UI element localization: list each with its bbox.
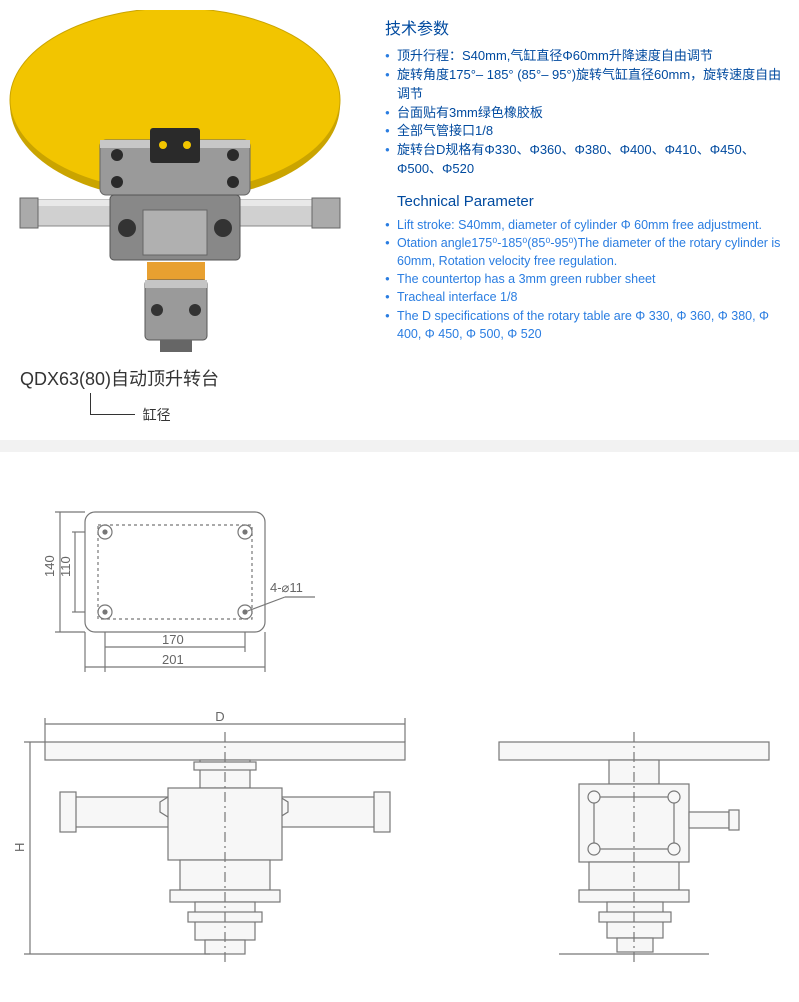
product-caption: 缸径 [143, 407, 171, 423]
dim-w-inner: 170 [162, 632, 184, 647]
caption-bracket [90, 393, 135, 415]
front-view-drawing: D H [10, 712, 430, 982]
dim-hole: 4-⌀11 [270, 580, 303, 595]
spec-item: 全部气管接口1/8 [385, 122, 794, 141]
spec-title-en: Technical Parameter [397, 193, 794, 210]
spec-item: The D specifications of the rotary table… [385, 307, 794, 343]
product-column: QDX63(80)自动顶升转台 缸径 [5, 10, 375, 415]
spec-item: Tracheal interface 1/8 [385, 288, 794, 306]
dim-h-outer: 140 [42, 555, 57, 577]
dim-h: H [12, 843, 27, 852]
spec-item: 旋转台D规格有Φ330、Φ360、Φ380、Φ400、Φ410、Φ450、Φ50… [385, 141, 794, 179]
spec-item: 旋转角度175°– 185° (85°– 95°)旋转气缸直径60mm，旋转速度… [385, 66, 794, 104]
spec-item: Lift stroke: S40mm, diameter of cylinder… [385, 216, 794, 234]
top-section: QDX63(80)自动顶升转台 缸径 技术参数 顶升行程：S40mm,气缸直径Φ… [0, 0, 799, 420]
dim-w-outer: 201 [162, 652, 184, 667]
section-divider [0, 440, 799, 452]
spec-column: 技术参数 顶升行程：S40mm,气缸直径Φ60mm升降速度自由调节 旋转角度17… [375, 10, 794, 415]
dim-d: D [215, 712, 224, 724]
product-image [5, 10, 355, 355]
spec-item: Otation angle175⁰-185⁰(85⁰-95⁰)The diame… [385, 234, 794, 270]
top-plate-drawing: 4-⌀11 170 201 140 110 [10, 492, 789, 682]
spec-item: 台面贴有3mm绿色橡胶板 [385, 104, 794, 123]
spec-item: 顶升行程：S40mm,气缸直径Φ60mm升降速度自由调节 [385, 47, 794, 66]
spec-title-cn: 技术参数 [385, 15, 794, 39]
bottom-drawings: D H [10, 712, 789, 982]
spec-list-cn: 顶升行程：S40mm,气缸直径Φ60mm升降速度自由调节 旋转角度175°– 1… [385, 47, 794, 179]
drawings-section: 4-⌀11 170 201 140 110 [0, 452, 799, 992]
spec-list-en: Lift stroke: S40mm, diameter of cylinder… [385, 216, 794, 343]
side-view-drawing [479, 712, 789, 982]
product-caption-line: 缸径 [90, 393, 375, 415]
dim-h-inner: 110 [58, 556, 73, 577]
product-title: QDX63(80)自动顶升转台 [20, 365, 375, 391]
spec-item: The countertop has a 3mm green rubber sh… [385, 270, 794, 288]
